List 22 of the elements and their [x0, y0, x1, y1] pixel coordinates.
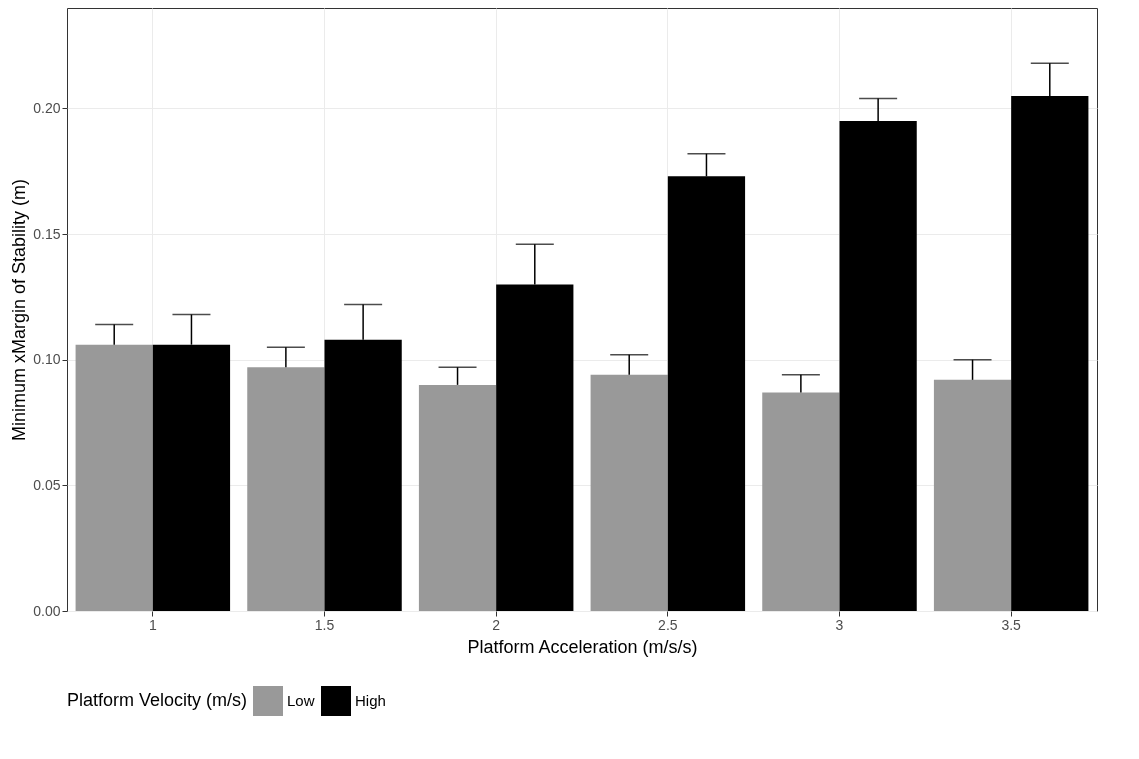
- x-tick-label: 2: [492, 616, 501, 633]
- legend-title: Platform Velocity (m/s): [67, 690, 248, 710]
- y-axis-title: Minimum xMargin of Stability (m): [9, 178, 30, 442]
- y-tick-label: 0.20: [33, 100, 61, 116]
- x-axis-title: Platform Acceleration (m/s/s): [467, 636, 698, 657]
- y-tick-label: 0.10: [33, 351, 61, 368]
- y-tick-label: 0.00: [33, 602, 61, 619]
- bar: [762, 392, 840, 611]
- bar: [590, 374, 668, 611]
- bar: [418, 384, 497, 611]
- legend-label: High: [355, 692, 386, 709]
- x-tick-label: 3: [835, 616, 844, 633]
- bar: [75, 344, 153, 611]
- bar: [933, 379, 1012, 611]
- y-tick-label: 0.15: [33, 225, 61, 242]
- x-tick-label: 1: [148, 616, 157, 633]
- x-tick-label: 2.5: [658, 616, 678, 633]
- legend-label: Low: [287, 692, 315, 709]
- bar: [247, 367, 325, 611]
- x-tick-label: 3.5: [1001, 616, 1022, 633]
- y-tick-label: 0.05: [33, 476, 61, 493]
- x-tick-label: 1.5: [314, 616, 335, 633]
